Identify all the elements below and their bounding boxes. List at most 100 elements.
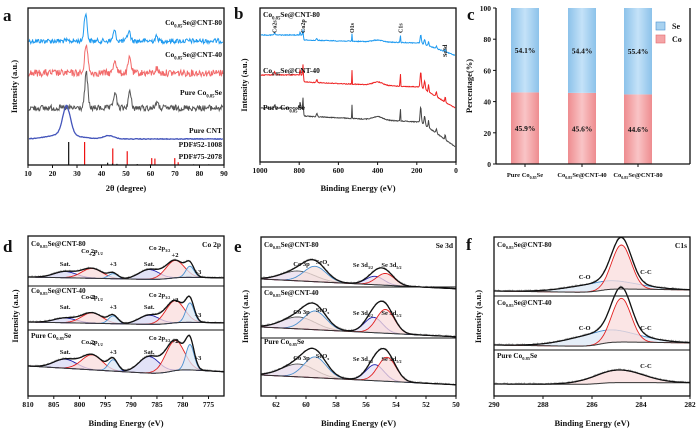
label-subscript: 0.85	[40, 291, 49, 296]
x-tick-label: 800	[74, 400, 86, 409]
label-main: SeO	[316, 353, 328, 360]
x-tick-label: 56	[362, 400, 370, 409]
label-main: Pure Co	[263, 103, 290, 112]
label-main: Co	[613, 172, 621, 179]
background-line	[28, 365, 224, 374]
label-tail: Se@CNT-40	[280, 66, 320, 75]
envelope-line	[494, 369, 690, 385]
series-label: Pure CNT	[189, 126, 222, 135]
plot-frame	[493, 236, 691, 397]
y-axis-label: Intensity (a.u.)	[240, 290, 250, 343]
label-subscript: x	[327, 262, 329, 267]
label-subscript: 3/2	[368, 313, 373, 318]
label-subscript: 3/2	[165, 248, 170, 253]
x-tick-label: 0	[454, 166, 458, 175]
component-label: Sat.	[144, 349, 155, 356]
xrd-series-line	[28, 70, 224, 113]
x-tick-label: 58	[332, 400, 340, 409]
label-main: Co	[557, 172, 565, 179]
plot-frame	[259, 7, 457, 163]
component-fill	[261, 266, 456, 289]
label-tail: Se	[64, 332, 71, 340]
label-tail: Se@CNT-40	[281, 289, 319, 297]
component-label: C-C	[640, 325, 652, 332]
y-axis-label: Percentage(%)	[464, 59, 474, 113]
component-fill	[28, 260, 224, 280]
x-tick-label: 286	[586, 400, 598, 409]
spectrum-title: Se 3d	[436, 241, 454, 250]
label-subscript: 0.85	[273, 245, 282, 250]
legend-label-co: Co	[672, 35, 682, 44]
component-fill	[494, 280, 690, 293]
label-subscript: 0.85	[174, 56, 183, 61]
label-tail: Se@CNT-40	[182, 50, 222, 59]
orbital-label: Co 2p3/2	[149, 245, 171, 253]
panel-c-stacked-bar: 45.9%54.1%Pure Co0.85Se45.6%54.4%Co0.85S…	[464, 4, 691, 180]
sample-label: Pure Co0.85Se	[31, 332, 71, 341]
bar-se	[568, 8, 596, 93]
envelope-line	[28, 295, 224, 324]
label-main: Se 3d	[353, 310, 368, 317]
x-tick-label: 805	[48, 400, 60, 409]
sample-label: Co0.85Se@CNT-80	[264, 241, 319, 250]
label-main: Se 3d	[381, 310, 396, 317]
component-label: +3	[194, 355, 202, 362]
component-label: Sat.	[60, 349, 71, 356]
x-tick-label: 40	[98, 169, 106, 178]
component-label: Co 3p	[293, 261, 310, 268]
envelope-line	[261, 300, 456, 338]
label-subscript: 0.85	[621, 175, 628, 180]
x-tick-label: 80	[196, 169, 204, 178]
background-line	[494, 341, 690, 347]
label-subscript: 5/2	[396, 359, 401, 364]
envelope-line	[28, 259, 224, 279]
y-tick-label: 100	[480, 4, 492, 13]
component-label: Se 3d5/2	[381, 310, 401, 318]
component-fill	[28, 312, 224, 325]
label-tail: Se@CNT-80	[514, 241, 552, 249]
x-tick-label: Co0.85Se@CNT-80	[613, 172, 662, 180]
peak-annotation: Co2p	[301, 19, 307, 33]
series-label: Pure Co0.85Se	[180, 88, 223, 99]
label-subscript: 3/2	[165, 295, 170, 300]
x-tick-label: 795	[100, 400, 112, 409]
xrd-series-line	[28, 12, 224, 46]
component-label: +2	[172, 252, 179, 259]
label-tail: Se@CNT-40	[514, 299, 552, 307]
plot-frame	[27, 235, 225, 397]
orbital-label: Co 2p1/2	[81, 294, 103, 302]
x-tick-label: 800	[294, 166, 306, 175]
label-subscript: 1/2	[98, 251, 103, 256]
label-subscript: 0.85	[530, 175, 537, 180]
survey-series-line	[260, 97, 456, 148]
orbital-label: Co 2p1/2	[81, 248, 103, 256]
sample-label: Pure Co0.85Se	[497, 352, 537, 361]
envelope-line	[494, 286, 690, 346]
peak-annotation: Se3d	[443, 44, 449, 57]
label-subscript: 5/2	[396, 313, 401, 318]
x-axis-label: Binding Energy (eV)	[88, 418, 163, 428]
label-main: Pure Co	[497, 352, 523, 360]
sample-label: Co0.85Se@CNT-40	[497, 299, 552, 308]
label-main: Co	[263, 66, 272, 75]
component-label: +3	[194, 269, 202, 276]
survey-series-line	[260, 29, 456, 56]
x-tick-label: Pure Co0.85Se	[507, 172, 543, 180]
label-main: Co	[264, 241, 273, 249]
series-label: Co0.85Se@CNT-40	[263, 66, 320, 77]
label-subscript: 0.85	[289, 342, 298, 347]
panel-letter: e	[234, 237, 242, 256]
label-main: Se 3d	[353, 356, 368, 363]
legend-label-se: Se	[672, 22, 680, 31]
legend-swatch-co	[655, 34, 666, 44]
x-tick-label: 780	[177, 400, 189, 409]
label-subscript: 3/2	[368, 359, 373, 364]
label-main: SeO	[316, 259, 328, 266]
y-tick-label: 80	[484, 35, 492, 44]
panel-letter: a	[3, 6, 12, 25]
label-subscript: 0.85	[56, 336, 65, 341]
label-subscript: 0.85	[506, 303, 515, 308]
x-tick-label: 790	[126, 400, 138, 409]
